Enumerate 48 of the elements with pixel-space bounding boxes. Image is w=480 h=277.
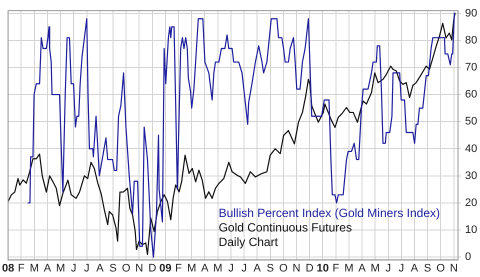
x-tick-label: J (241, 262, 247, 274)
x-tick-label: O (279, 262, 288, 274)
x-tick-label: 08 (2, 262, 14, 274)
x-tick-label: J (398, 262, 404, 274)
x-tick-label: O (436, 262, 446, 274)
x-tick-label: S (109, 262, 117, 274)
x-tick-label: J (70, 262, 76, 274)
x-tick-label: M (344, 262, 354, 274)
y-tick-label: 30 (465, 170, 478, 182)
y-tick-label: 90 (465, 7, 478, 20)
x-tick-label: M (187, 262, 196, 274)
x-tick-label: M (213, 262, 222, 274)
x-tick-label: A (254, 262, 262, 274)
x-tick-label: 10 (316, 262, 329, 274)
x-tick-label: N (135, 262, 144, 274)
x-tick-label: O (122, 262, 131, 274)
x-tick-label: J (386, 262, 392, 274)
y-tick-label: 80 (465, 34, 478, 46)
x-tick-label: S (266, 262, 274, 274)
x-tick-label: N (292, 262, 301, 274)
y-tick-label: 40 (465, 142, 478, 155)
x-tick-label: J (84, 262, 90, 274)
x-tick-label: A (44, 262, 52, 274)
y-tick-label: 50 (465, 116, 478, 128)
x-tick-label: M (56, 262, 66, 274)
x-tick-label: M (370, 262, 380, 274)
y-tick-label: 20 (465, 196, 478, 209)
x-tick-label: A (358, 262, 366, 274)
x-tick-label: F (332, 262, 340, 274)
x-tick-label: A (201, 262, 210, 274)
x-tick-label: N (450, 262, 458, 274)
x-tick-label: A (96, 262, 104, 274)
x-tick-label: 09 (159, 262, 172, 274)
x-tick-label: D (148, 262, 156, 274)
y-tick-label: 10 (465, 224, 478, 236)
x-tick-label: M (30, 262, 39, 274)
x-tick-label: F (18, 262, 25, 274)
series-label: Bullish Percent Index (Gold Miners Index) (218, 206, 440, 220)
annotation: Daily Chart (218, 234, 279, 249)
x-tick-label: A (410, 262, 419, 274)
y-tick-label: 0 (465, 251, 472, 264)
y-tick-label: 60 (465, 88, 478, 101)
x-tick-label: S (424, 262, 432, 274)
y-tick-label: 70 (465, 62, 478, 74)
x-tick-label: D (306, 262, 314, 274)
x-tick-label: F (175, 262, 182, 274)
x-tick-label: J (228, 262, 234, 274)
series-label: Gold Continuous Futures (218, 220, 352, 234)
